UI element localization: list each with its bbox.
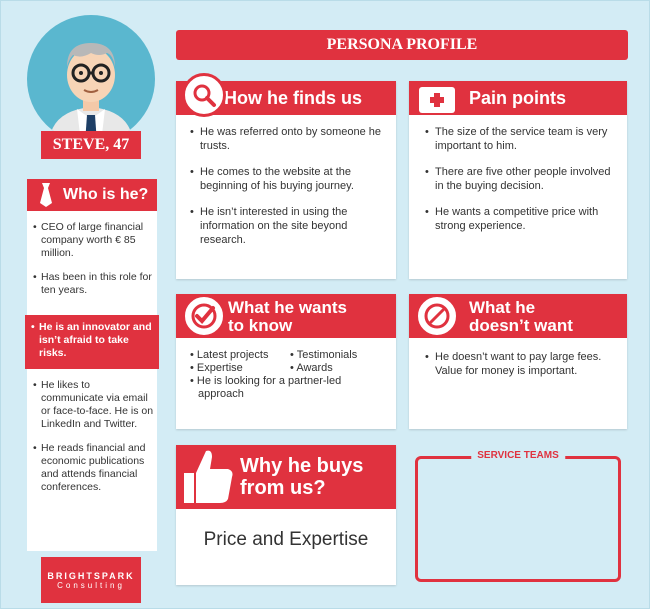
brand-logo: BRIGHTSPARK Consulting [41,557,141,603]
wants-header: What he wants to know [176,294,396,338]
service-teams-box: SERVICE TEAMS [415,450,621,582]
dontwant-heading-1: What he [469,298,536,317]
wants-list: • Latest projects • Expertise • Testimon… [190,349,390,401]
list-item: He was referred onto by someone he trust… [190,125,385,153]
list-item: • Latest projects [190,349,269,361]
list-item: • Expertise [190,362,243,374]
finds-header: How he finds us [176,73,396,117]
list-item: • He is looking for a partner-led approa… [190,375,342,400]
list-item: The size of the service team is very imp… [425,125,620,153]
first-aid-icon [419,82,455,113]
list-item: He isn’t interested in using the informa… [190,205,385,247]
thumbs-up-icon [182,447,234,512]
list-item: He doesn’t want to pay large fees. Value… [425,350,620,378]
finds-card: How he finds us He was referred onto by … [176,73,396,279]
list-item: • Awards [290,362,333,374]
man-avatar-icon [49,43,133,143]
finds-heading: How he finds us [224,88,363,108]
who-heading: Who is he? [63,186,149,203]
who-card: Who is he? CEO of large financial compan… [25,179,159,551]
list-item: Has been in this role for ten years. [33,271,155,297]
checkmark-icon [182,294,226,338]
dontwant-heading-2: doesn’t want [469,316,573,335]
brand-name: BRIGHTSPARK [47,571,135,581]
list-item: CEO of large financial company worth € 8… [33,221,155,260]
dontwant-header: What he doesn’t want [409,294,627,338]
list-item: He comes to the website at the beginning… [190,165,385,193]
tie-icon [37,183,55,207]
why-answer: Price and Expertise [203,529,369,550]
service-teams-label: SERVICE TEAMS [471,450,565,461]
finds-list: He was referred onto by someone he trust… [190,125,385,259]
wants-heading-2: to know [228,316,293,335]
list-item: • Testimonials [290,349,358,361]
why-card: Why he buys from us? Price and Expertise [176,445,396,585]
pain-card: Pain points The size of the service team… [409,81,627,279]
pain-list: The size of the service team is very imp… [425,125,620,245]
dontwant-list: He doesn’t want to pay large fees. Value… [425,350,620,390]
who-highlight: He is an innovator and isn’t afraid to t… [25,315,159,369]
no-entry-icon [415,294,459,338]
list-item: He wants a competitive price with strong… [425,205,620,233]
why-header: Why he buys from us? [176,445,396,509]
avatar [27,15,155,143]
magnifier-icon [182,73,226,117]
pain-heading: Pain points [469,88,567,108]
who-header: Who is he? [27,179,157,211]
list-item: There are five other people involved in … [425,165,620,193]
wants-heading-1: What he wants [228,298,348,317]
who-list-after: He likes to communicate via email or fac… [33,379,155,505]
wants-card: What he wants to know • Latest projects … [176,294,396,429]
page-title: PERSONA PROFILE [176,30,628,60]
list-item: He likes to communicate via email or fac… [33,379,155,431]
pain-header: Pain points [409,81,627,115]
brand-sub: Consulting [57,581,125,590]
dontwant-card: What he doesn’t want He doesn’t want to … [409,294,627,429]
list-item: He reads financial and economic publicat… [33,442,155,494]
who-list: CEO of large financial company worth € 8… [33,221,155,308]
why-heading-2: from us? [240,477,326,499]
why-heading-1: Why he buys [240,455,364,477]
persona-name: STEVE, 47 [41,131,141,159]
